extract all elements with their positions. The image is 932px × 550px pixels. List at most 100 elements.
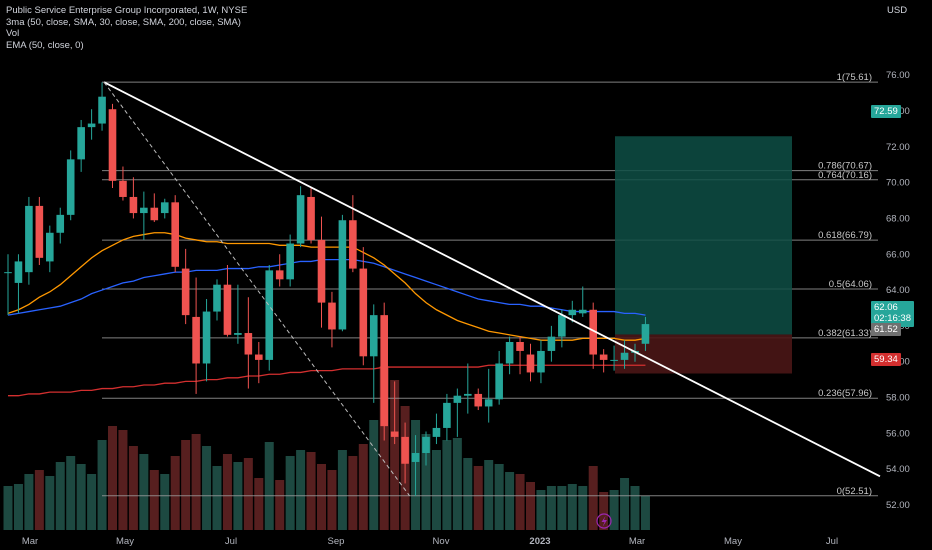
stop-price-badge: 59.34 [871,353,901,366]
volume-bar [546,486,556,530]
candle-body [484,399,493,407]
y-tick-label: 58.00 [886,393,910,404]
candle-body [202,311,211,364]
volume-bar [473,466,483,530]
long-position-tool[interactable] [615,136,792,374]
x-tick-label: May [724,536,742,547]
volume-bar [442,440,452,530]
candle-body [77,127,85,160]
candle-body [369,315,378,357]
x-tick-label: Jul [225,536,237,547]
fib-label: 1(75.61) [837,72,872,83]
bar-countdown: 02:16:38 [874,313,911,324]
candle-body [474,393,483,407]
volume-bar [66,456,76,530]
volume-bar [13,484,23,530]
candle-body [547,336,556,351]
candle-body [390,431,399,437]
candle-body [108,109,117,181]
candle-body [275,270,284,280]
indicator-vol[interactable]: Vol [6,28,20,40]
fib-label: 0.618(66.79) [818,230,872,241]
volume-bar [296,450,306,530]
volume-bar [24,474,34,530]
volume-bar [463,458,473,530]
candle-body [98,96,106,124]
candle-body [119,180,127,197]
candle-body [244,333,253,355]
volume-bar [118,430,128,530]
volume-bar [139,454,149,530]
y-tick-label: 68.00 [886,213,910,224]
volume-bar [630,486,640,530]
candle-body [589,309,597,355]
chart-legend: Public Service Enterprise Group Incorpor… [6,5,247,51]
volume-bar [149,470,159,530]
candle-body [568,309,577,316]
candle-body [265,270,274,360]
volume-bar [97,440,107,530]
volume-bar [327,470,337,530]
volume-bar [254,478,264,530]
y-tick-label: 54.00 [886,464,910,475]
candle-body [87,123,96,128]
candle-body [35,205,44,258]
candle-body [432,427,441,437]
candle-body [495,363,503,400]
volume-bar [170,456,180,530]
candle-body [56,214,65,233]
x-tick-label: May [116,536,134,547]
target-price-badge: 72.59 [871,105,901,118]
indicator-3ma[interactable]: 3ma (50, close, SMA, 30, close, SMA, 200… [6,16,241,28]
volume-bar [243,458,253,530]
candle-body [14,261,23,283]
candle-body [234,333,242,335]
volume-bar [578,486,588,530]
candle-body [359,268,368,357]
volume-bar [567,484,577,530]
volume-bar [275,480,285,530]
volume-bar [358,444,368,530]
volume-bar [3,486,13,530]
candle-body [296,195,305,244]
candle-body [443,402,451,428]
volume-bar [526,482,535,530]
indicator-ema[interactable]: EMA (50, close, 0) [6,39,84,51]
drawings[interactable] [103,81,881,497]
volume-bar [285,456,295,530]
volume-bar [431,450,441,530]
volume-bar [181,440,191,530]
volume-bar [588,466,598,530]
candle-body [411,453,420,462]
volume-bar [45,476,55,530]
sma50-line [7,232,646,341]
entry-price-badge: 61.52 [871,323,901,336]
volume-bar [536,490,546,530]
volume-bar [55,462,65,530]
x-tick-label: Mar [22,536,38,547]
candle-body [46,232,54,262]
fib-label: 0.764(70.16) [818,170,872,181]
fibonacci-levels[interactable]: 1(75.61) 0.786(70.67)0.764(70.16) 0.618(66… [102,72,878,497]
lightning-icon[interactable] [596,513,612,529]
volume-bar [317,464,326,530]
trendline [103,81,881,478]
candle-body [558,315,566,337]
candle-body [401,436,409,464]
symbol-title[interactable]: Public Service Enterprise Group Incorpor… [6,5,248,16]
volume-bar [212,466,222,530]
volume-bar [306,452,316,530]
volume-bar [421,434,431,530]
candle-body [380,315,388,427]
volume-bar [348,456,358,530]
x-tick-label: Mar [629,536,645,547]
volume-bar [34,470,44,530]
candle-body [516,341,524,351]
candle-body [599,354,608,360]
candle-body [620,352,629,360]
candle-body [25,205,33,273]
last-price: 62.06 [874,302,898,313]
volume-bar [202,446,212,530]
volume-bar [160,474,170,530]
